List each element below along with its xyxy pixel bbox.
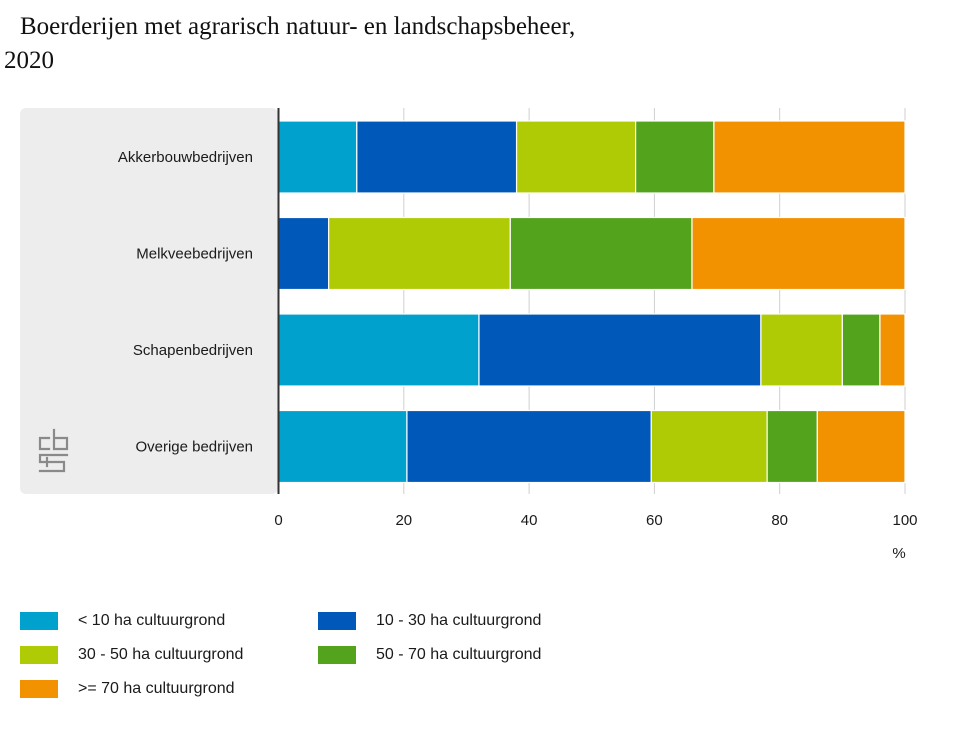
legend-label: >= 70 ha cultuurgrond bbox=[78, 680, 235, 697]
legend-swatch bbox=[20, 612, 58, 630]
bar-segment bbox=[356, 120, 518, 194]
legend-swatch bbox=[20, 680, 58, 698]
bar-segment bbox=[879, 313, 906, 387]
bar-segment bbox=[635, 120, 715, 194]
x-tick-label: 20 bbox=[395, 512, 412, 529]
legend-swatch bbox=[318, 646, 356, 664]
bar-segment bbox=[277, 409, 408, 484]
legend-item: 50 - 70 ha cultuurgrond bbox=[318, 646, 541, 664]
category-panel bbox=[20, 108, 278, 494]
category-label: Overige bedrijven bbox=[135, 439, 253, 456]
bar-segment bbox=[277, 216, 330, 291]
bar-segment bbox=[760, 313, 843, 387]
category-label: Akkerbouwbedrijven bbox=[118, 149, 253, 166]
chart-plot: 0 20 40 60 80 100% Akkerbouwbedrijven Melkveebe… bbox=[20, 108, 918, 562]
legend-item: >= 70 ha cultuurgrond bbox=[20, 680, 235, 698]
bar-segment bbox=[650, 409, 768, 484]
legend-item: < 10 ha cultuurgrond bbox=[20, 612, 225, 630]
legend-swatch bbox=[20, 646, 58, 664]
bar-segment bbox=[841, 313, 881, 387]
bar-segment bbox=[509, 216, 693, 291]
bar-segment bbox=[766, 409, 818, 484]
bar-segment bbox=[713, 120, 906, 194]
legend-item: 10 - 30 ha cultuurgrond bbox=[318, 612, 541, 630]
x-tick-label: 100 bbox=[892, 512, 917, 529]
legend-label: 50 - 70 ha cultuurgrond bbox=[376, 646, 542, 663]
x-tick-label: 80 bbox=[771, 512, 788, 529]
bar-segment bbox=[478, 313, 762, 387]
chart-title-line-1: Boerderijen met agrarisch natuur- en lan… bbox=[20, 13, 576, 40]
bar-segment bbox=[277, 120, 358, 194]
bar-segment bbox=[328, 216, 511, 291]
chart-title-line-2: 2020 bbox=[4, 47, 54, 74]
legend-label: 10 - 30 ha cultuurgrond bbox=[376, 612, 542, 629]
x-tick-label: 40 bbox=[521, 512, 538, 529]
bar-segment bbox=[691, 216, 906, 291]
legend-label: < 10 ha cultuurgrond bbox=[78, 612, 226, 629]
category-label: Schapenbedrijven bbox=[133, 342, 253, 359]
bars bbox=[277, 120, 906, 484]
bar-segment bbox=[406, 409, 652, 484]
bar-segment bbox=[816, 409, 906, 484]
labels: 0 20 40 60 80 100% Akkerbouwbedrijven Melkveebe… bbox=[118, 149, 918, 562]
legend-item: 30 - 50 ha cultuurgrond bbox=[20, 646, 243, 664]
cbs-logo-icon bbox=[38, 428, 69, 473]
legend-swatch bbox=[318, 612, 356, 630]
x-tick-label: 0 bbox=[274, 512, 282, 529]
bar-segment bbox=[277, 313, 480, 387]
chart-title: Boerderijen met agrarisch natuur- en lan… bbox=[4, 10, 744, 78]
x-axis-label: % bbox=[892, 545, 905, 562]
category-label: Melkveebedrijven bbox=[136, 246, 253, 263]
legend-label: 30 - 50 ha cultuurgrond bbox=[78, 646, 244, 663]
x-tick-label: 60 bbox=[646, 512, 663, 529]
bar-segment bbox=[515, 120, 637, 194]
